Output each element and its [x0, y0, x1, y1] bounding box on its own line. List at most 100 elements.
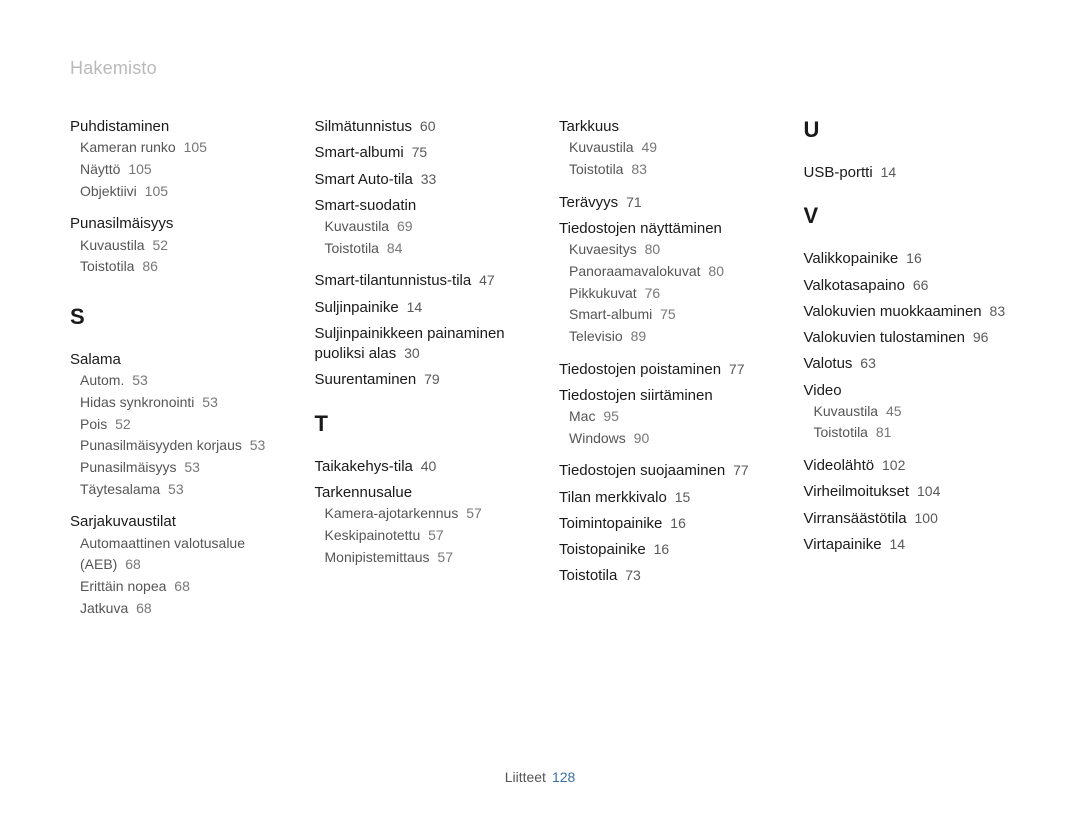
index-entry-label: Tilan merkkivalo — [559, 489, 667, 506]
index-entry-page: 83 — [986, 303, 1005, 319]
index-subentry-label: Pois — [80, 416, 107, 432]
index-entry-label: Toistotila — [559, 567, 617, 584]
index-subentry-label: Erittäin nopea — [80, 578, 166, 594]
index-entry: Virheilmoitukset 104 — [804, 482, 1011, 502]
index-entry-page: 71 — [622, 194, 641, 210]
index-group: Tiedostojen näyttäminenKuvaesitys 80Pano… — [559, 213, 766, 348]
index-subentry-page: 57 — [462, 505, 481, 521]
index-group-title: Smart-suodatin — [315, 196, 522, 216]
index-subentry-label: Pikkukuvat — [569, 285, 637, 301]
index-entry-page: 14 — [886, 536, 905, 552]
index-subentry: Hidas synkronointi 53 — [80, 392, 277, 414]
index-subentry-label: Kameran runko — [80, 139, 176, 155]
index-letter: S — [70, 304, 277, 330]
index-subentry: Automaattinen valotusalue (AEB) 68 — [80, 533, 277, 576]
index-subentry-label: Objektiivi — [80, 183, 137, 199]
index-subentry: Näyttö 105 — [80, 159, 277, 181]
index-subentry-label: Kamera-ajotarkennus — [325, 505, 459, 521]
index-entry-page: 63 — [856, 355, 875, 371]
index-subentry-page: 89 — [627, 328, 646, 344]
index-column: TarkkuusKuvaustila 49Toistotila 83Terävy… — [559, 117, 766, 625]
index-entry-label: Tiedostojen poistaminen — [559, 361, 721, 378]
index-subentry-page: 57 — [434, 549, 453, 565]
index-subentry: Kuvaustila 45 — [814, 401, 1011, 423]
index-subentry-label: Kuvaustila — [80, 237, 145, 253]
index-subentry-page: 80 — [641, 241, 660, 257]
index-entry: Virransäästötila 100 — [804, 509, 1011, 529]
index-entry: Valokuvien muokkaaminen 83 — [804, 302, 1011, 322]
index-entry-label: Suurentaminen — [315, 371, 417, 388]
index-group: Smart-suodatinKuvaustila 69Toistotila 84 — [315, 190, 522, 260]
index-entry-label: Virransäästötila — [804, 510, 907, 527]
index-subentry-label: Punasilmäisyys — [80, 459, 176, 475]
index-subentry: Kuvaustila 52 — [80, 235, 277, 257]
index-entry-label: Tiedostojen suojaaminen — [559, 462, 725, 479]
index-entry-label: Smart-tilantunnistus-tila — [315, 272, 472, 289]
index-subentry-label: Kuvaustila — [814, 403, 879, 419]
index-group-title: Salama — [70, 350, 277, 370]
index-column: UUSB-portti 14VValikkopainike 16Valkotas… — [804, 117, 1011, 625]
index-subentry: Mac 95 — [569, 406, 766, 428]
index-subentry: Kuvaustila 69 — [325, 216, 522, 238]
page-footer: Liitteet128 — [0, 769, 1080, 785]
index-subentry-page: 80 — [705, 263, 724, 279]
index-entry: USB-portti 14 — [804, 163, 1011, 183]
index-subentry: Kuvaesitys 80 — [569, 239, 766, 261]
index-entry-page: 16 — [902, 250, 921, 266]
index-subentry-page: 75 — [656, 306, 675, 322]
index-entry: Valotus 63 — [804, 354, 1011, 374]
index-subentry-page: 52 — [111, 416, 130, 432]
index-subentry: Kamera-ajotarkennus 57 — [325, 503, 522, 525]
index-subentry-page: 76 — [641, 285, 660, 301]
index-subentry-page: 68 — [132, 600, 151, 616]
index-subentry-label: Televisio — [569, 328, 623, 344]
index-subentry-page: 68 — [170, 578, 189, 594]
index-entry-page: 100 — [911, 510, 938, 526]
index-subentry-page: 57 — [424, 527, 443, 543]
index-subentry-page: 69 — [393, 218, 412, 234]
index-subentry: Keskipainotettu 57 — [325, 525, 522, 547]
index-entry-page: 47 — [475, 272, 494, 288]
index-subentry-label: Näyttö — [80, 161, 120, 177]
index-entry-label: Smart-albumi — [315, 144, 404, 161]
index-group: PunasilmäisyysKuvaustila 52Toistotila 86 — [70, 208, 277, 278]
index-letter: T — [315, 411, 522, 437]
index-group-title: Video — [804, 381, 1011, 401]
index-subentry-label: Monipistemittaus — [325, 549, 430, 565]
index-entry: Valkotasapaino 66 — [804, 276, 1011, 296]
index-subentry: Toistotila 86 — [80, 256, 277, 278]
index-entry: Toimintopainike 16 — [559, 514, 766, 534]
index-entry-label: Virheilmoitukset — [804, 483, 910, 500]
index-subentry-label: Autom. — [80, 372, 124, 388]
index-subentry-page: 53 — [128, 372, 147, 388]
index-entry: Tiedostojen suojaaminen 77 — [559, 461, 766, 481]
index-subentry: Toistotila 84 — [325, 238, 522, 260]
index-subentry-page: 53 — [180, 459, 199, 475]
index-entry: Valikkopainike 16 — [804, 249, 1011, 269]
index-subentry-page: 105 — [141, 183, 168, 199]
index-subentry: Windows 90 — [569, 428, 766, 450]
index-entry-page: 14 — [403, 299, 422, 315]
index-entry-label: Taikakehys-tila — [315, 458, 413, 475]
index-entry-label: Toimintopainike — [559, 515, 662, 532]
index-entry-label: Valokuvien muokkaaminen — [804, 303, 982, 320]
index-subentry-page: 90 — [630, 430, 649, 446]
index-group-title: Tiedostojen siirtäminen — [559, 386, 766, 406]
index-subentry-page: 83 — [627, 161, 646, 177]
index-subentry: Televisio 89 — [569, 326, 766, 348]
index-group-title: Punasilmäisyys — [70, 214, 277, 234]
index-subentry-label: Windows — [569, 430, 626, 446]
index-subentry-label: Smart-albumi — [569, 306, 652, 322]
index-entry-page: 60 — [416, 118, 435, 134]
index-subentry: Toistotila 83 — [569, 159, 766, 181]
index-subentry-page: 95 — [599, 408, 618, 424]
index-entry-label: Toistopainike — [559, 541, 646, 558]
index-subentry-page: 105 — [124, 161, 151, 177]
index-entry-page: 15 — [671, 489, 690, 505]
index-subentry-page: 53 — [246, 437, 265, 453]
index-subentry-page: 49 — [638, 139, 657, 155]
index-letter: U — [804, 117, 1011, 143]
footer-page: 128 — [552, 769, 575, 785]
index-entry-page: 104 — [913, 483, 940, 499]
index-entry-page: 73 — [621, 567, 640, 583]
